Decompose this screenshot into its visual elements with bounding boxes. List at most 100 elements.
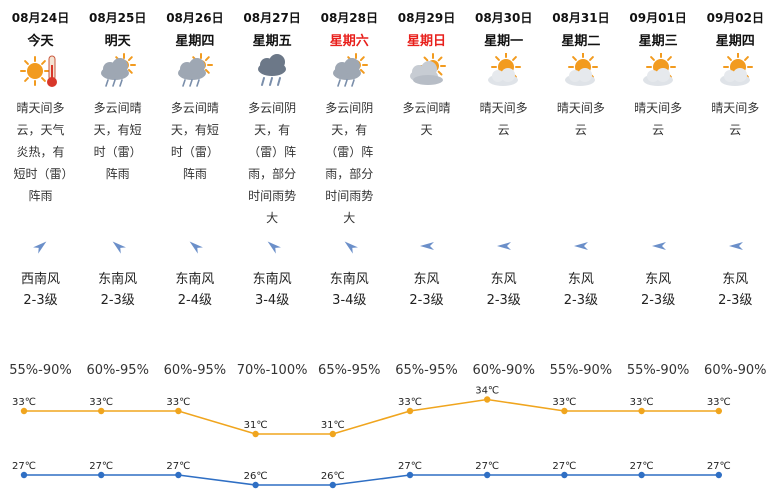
wind-level: 2-3级 [486, 293, 521, 308]
wind-direction-icon [420, 242, 434, 250]
high-temp-point [175, 407, 182, 415]
low-temp-label: 26℃ [321, 471, 345, 482]
wind-direction-icon [651, 242, 666, 250]
wind-level: 2-3级 [100, 293, 135, 308]
day-date: 08月28日 [320, 11, 378, 25]
high-temp-label: 33℃ [166, 397, 190, 408]
low-temp-label: 27℃ [12, 461, 36, 472]
wind-direction-icon [267, 241, 281, 254]
high-temp-label: 33℃ [398, 397, 422, 408]
wind-direction: 东南风 [98, 272, 138, 287]
wind-direction: 东南风 [329, 272, 369, 287]
day-name: 星期四 [175, 34, 215, 49]
day-date: 08月29日 [397, 11, 456, 25]
day-column: 08月31日 星期二 晴天间多云 东风 2-3级 [542, 0, 619, 330]
wind-direction: 西南风 [20, 272, 60, 287]
wind-direction-icon [190, 241, 204, 254]
wind-level: 2-3级 [23, 293, 58, 308]
weather-description: 晴天间多云 [711, 101, 760, 137]
high-temp-point [484, 396, 491, 403]
high-temp-label: 33℃ [630, 397, 654, 408]
humidity-range: 55%-90% [549, 363, 613, 378]
day-name: 今天 [27, 34, 54, 49]
wind-direction-icon [728, 242, 743, 250]
humidity-range: 55%-90% [626, 363, 690, 378]
cloud-rain-icon [332, 53, 368, 87]
high-temp-label: 33℃ [89, 397, 113, 408]
day-name: 明天 [104, 34, 131, 49]
high-temp-label: 33℃ [12, 397, 36, 408]
cloud-rain-icon [101, 53, 137, 87]
high-temp-label: 33℃ [552, 397, 576, 408]
high-temp-point [406, 407, 414, 415]
thunder-rain-icon [257, 54, 286, 86]
day-column: 08月28日 星期六 多云间阴天，有（雷）阵雨，部分时间雨势大 东南风 3-4级 [311, 0, 388, 330]
wind-level: 2-3级 [409, 293, 444, 308]
high-temp-point [329, 430, 336, 438]
wind-direction: 东风 [413, 272, 440, 287]
low-temp-point [252, 481, 259, 489]
wind-direction: 东风 [490, 272, 517, 287]
humidity-range: 65%-95% [395, 363, 458, 378]
day-name: 星期三 [638, 34, 678, 49]
day-column: 08月29日 星期日 多云间晴天 东风 2-3级 [388, 0, 465, 330]
humidity-range: 65%-95% [318, 363, 381, 378]
weather-description: 晴天间多云 [634, 101, 683, 137]
high-temp-point [98, 407, 105, 415]
low-temp-label: 27℃ [89, 461, 113, 472]
weather-description: 多云间晴天，有短时（雷）阵雨 [170, 101, 219, 181]
wind-level: 2-3级 [640, 293, 676, 308]
wind-level: 3-4级 [254, 293, 290, 308]
day-column: 08月25日 明天 多云间晴天，有短时（雷）阵雨 东南风 2-3级 [79, 0, 156, 330]
low-temp-point [561, 471, 568, 479]
day-column: 08月26日 星期四 多云间晴天，有短时（雷）阵雨 东南风 2-4级 [156, 0, 233, 330]
low-temp-line [24, 474, 719, 486]
wind-direction-icon [33, 241, 47, 254]
wind-direction-icon [497, 242, 512, 250]
low-temp-point [175, 471, 182, 479]
high-temp-point [638, 407, 645, 415]
high-temp-point [715, 407, 722, 415]
day-column: 08月27日 星期五 多云间阴天，有（雷）阵雨，部分时间雨势大 东南风 3-4级 [234, 0, 311, 330]
sun-cloud-icon [719, 53, 753, 86]
wind-direction: 东风 [567, 272, 594, 287]
high-temp-label: 31℃ [244, 420, 268, 431]
day-name: 星期五 [252, 34, 292, 49]
low-temp-label: 27℃ [552, 461, 576, 472]
weather-description: 多云间晴天 [402, 101, 451, 137]
weather-description: 晴天间多云，天气炎热，有短时（雷）阵雨 [13, 101, 68, 203]
weather-description: 多云间阴天，有（雷）阵雨，部分时间雨势大 [248, 101, 297, 225]
high-temp-label: 34℃ [475, 386, 499, 397]
high-temp-point [252, 430, 259, 438]
low-temp-label: 26℃ [244, 471, 268, 482]
weather-description: 晴天间多云 [556, 101, 605, 137]
day-date: 08月24日 [11, 11, 70, 25]
wind-level: 2-4级 [177, 293, 212, 308]
high-temp-point [20, 407, 28, 415]
forecast-columns: 08月24日 今天 晴天间多云，天气炎热，有短时（雷）阵雨 西南风 2-3级 0… [11, 0, 774, 330]
wind-direction-icon [344, 241, 358, 254]
cloud-rain-icon [178, 53, 214, 87]
low-temp-label: 27℃ [475, 461, 499, 472]
high-temp-label: 31℃ [321, 420, 345, 431]
day-date: 08月30日 [474, 11, 533, 25]
wind-direction-icon [574, 242, 589, 250]
low-temp-label: 27℃ [398, 461, 422, 472]
day-column: 08月30日 星期一 晴天间多云 东风 2-3级 [465, 0, 542, 330]
day-date: 09月01日 [629, 11, 687, 25]
humidity-range: 55%-90% [9, 363, 72, 378]
day-date: 08月31日 [552, 11, 610, 25]
wind-direction: 东风 [722, 272, 749, 287]
low-temp-point [20, 471, 28, 479]
day-name: 星期日 [406, 34, 446, 49]
low-temp-point [406, 471, 414, 479]
day-name: 星期四 [715, 34, 755, 49]
sun-cloud-icon [642, 53, 676, 86]
sun-cloud-icon [565, 53, 599, 86]
humidity-range: 60%-95% [86, 363, 149, 378]
day-name: 星期六 [329, 34, 369, 49]
day-column: 09月01日 星期三 晴天间多云 东风 2-3级 [620, 0, 697, 330]
weather-description: 多云间阴天，有（雷）阵雨，部分时间雨势大 [325, 101, 374, 225]
day-date: 08月25日 [88, 11, 147, 25]
day-column: 09月02日 星期四 晴天间多云 东风 2-3级 [697, 0, 774, 330]
